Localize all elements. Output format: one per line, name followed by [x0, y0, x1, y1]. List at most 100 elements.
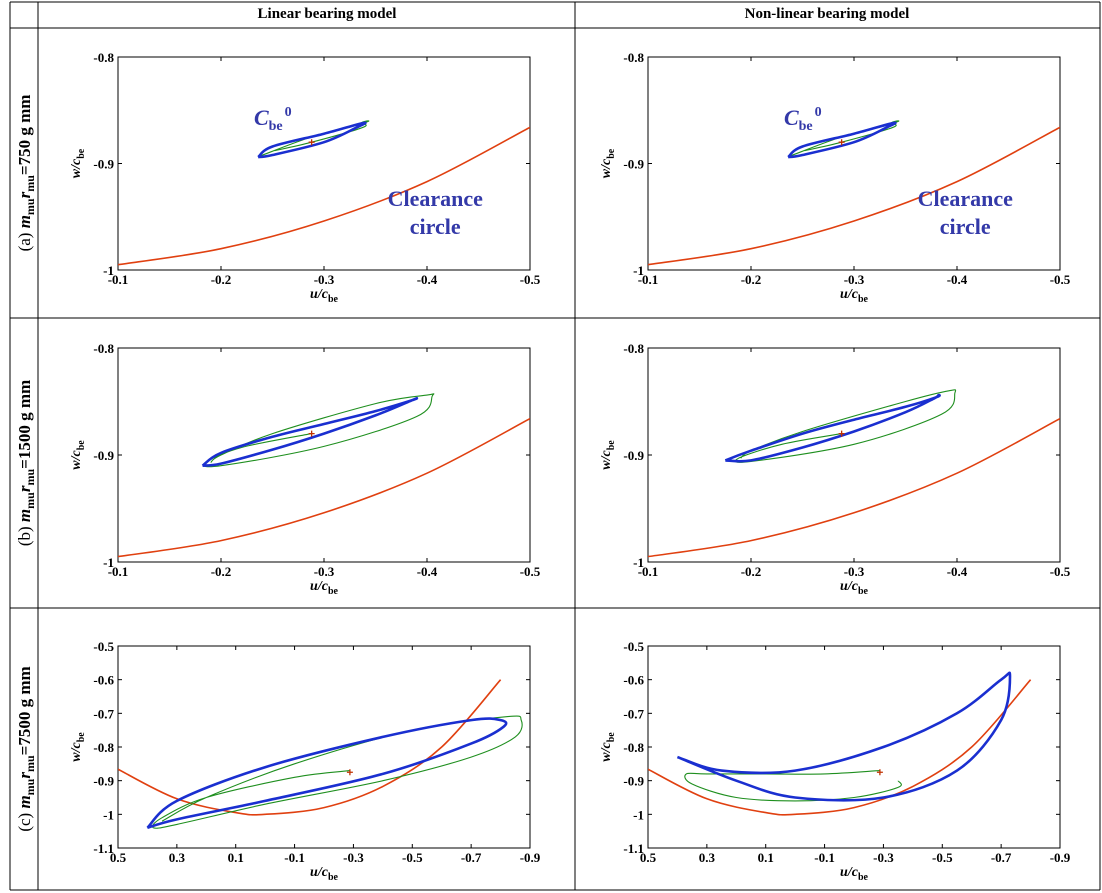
plot-a-linear: -0.1 -0.2 -0.3 -0.4 -0.5 -0.8 -0.9 -1 u/cbe w/cbe… [69, 50, 541, 305]
center-marker [308, 139, 315, 146]
axes-box [647, 56, 1061, 271]
plots: -0.1 -0.2 -0.3 -0.4 -0.5 -0.8 -0.9 -1 u/cbe w/cbe… [69, 50, 1071, 883]
x-tick-label: -0.4 [417, 272, 438, 287]
y-tick-label: -0.8 [623, 50, 644, 65]
x-tick-label: -0.2 [741, 272, 762, 287]
orbit-blue [257, 121, 367, 159]
plot-c-nonlinear: 0.5 0.3 0.1 -0.1 -0.3 -0.5 -0.7 -0.9 -0.5 -0.6 -0.… [599, 639, 1071, 883]
series-group [118, 120, 530, 266]
x-tick-label: -0.1 [638, 564, 659, 579]
x-tick-label: 0.3 [699, 850, 716, 865]
x-axis-label: u/cbe [310, 287, 338, 305]
orbit-blue [146, 717, 508, 830]
symbol-m: m [15, 215, 34, 228]
symbol-r: r [15, 191, 34, 198]
symbol-m-sub: mu [23, 492, 37, 509]
clearance-curve [118, 679, 502, 816]
y-tick-label: -1 [103, 263, 114, 278]
series-group [648, 671, 1032, 816]
x-tick-label: 0.3 [169, 850, 186, 865]
orbit-blue [787, 121, 897, 159]
symbol-m-sub: mu [23, 198, 37, 215]
y-tick-label: -0.9 [623, 157, 644, 172]
x-tick-label: -0.5 [402, 850, 423, 865]
clearance-label-line1: Clearance [918, 186, 1014, 211]
series-group [648, 120, 1060, 266]
clearance-curve [118, 126, 530, 266]
x-tick-label: -0.1 [284, 850, 305, 865]
x-tick-label: -0.1 [108, 272, 129, 287]
symbol-r-sub: mu [23, 755, 37, 772]
plot-c-linear: 0.5 0.3 0.1 -0.1 -0.3 -0.5 -0.7 -0.9 -0.5 -0.6 -0.… [69, 639, 541, 883]
orbit-green [684, 770, 902, 802]
x-tick-label: -0.4 [947, 564, 968, 579]
x-axis-label: u/cbe [310, 865, 338, 883]
symbol-r-sub: mu [23, 175, 37, 192]
axes-box [117, 56, 531, 271]
symbol-r: r [15, 485, 34, 492]
y-tick-label: -0.9 [93, 774, 114, 789]
orbit-label: Cbe0 [254, 105, 292, 134]
x-tick-label: -0.1 [108, 564, 129, 579]
center-marker [838, 139, 845, 146]
y-tick-label: -0.9 [93, 448, 114, 463]
x-tick-label: 0.1 [758, 850, 774, 865]
x-tick-label: -0.9 [520, 850, 541, 865]
orbit-blue [676, 671, 1012, 802]
row-value: =1500 g mm [15, 380, 34, 469]
symbol-r-sub: mu [23, 469, 37, 486]
x-tick-label: -0.5 [1050, 272, 1071, 287]
clearance-label-line2: circle [410, 214, 461, 239]
y-tick-label: -1.1 [623, 841, 644, 856]
x-tick-label: 0.5 [110, 850, 127, 865]
y-tick-label: -0.8 [623, 341, 644, 356]
clearance-curve [648, 679, 1032, 816]
y-axis-label: w/cbe [599, 148, 617, 178]
y-tick-label: -1 [633, 555, 644, 570]
orbit-green [151, 715, 523, 829]
y-tick-label: -1 [633, 263, 644, 278]
col-header-linear: Linear bearing model [258, 6, 397, 22]
clearance-curve [118, 417, 530, 558]
table-grid [9, 1, 1101, 891]
x-tick-label: -0.4 [947, 272, 968, 287]
x-tick-label: -0.3 [844, 564, 865, 579]
row-value: =7500 g mm [15, 666, 34, 755]
symbol-m-sub: mu [23, 778, 37, 795]
row-headers: (a) mmurmu=750 g mm(b) mmurmu=1500 g mm(… [15, 95, 37, 832]
row-header: (c) mmurmu=7500 g mm [15, 666, 37, 831]
x-tick-label: 0.5 [640, 850, 657, 865]
y-axis-label: w/cbe [69, 440, 87, 470]
row-header: (a) mmurmu=750 g mm [15, 95, 37, 252]
y-tick-label: -1 [103, 555, 114, 570]
symbol-m: m [15, 795, 34, 808]
x-tick-label: -0.5 [1050, 564, 1071, 579]
y-tick-label: -0.7 [93, 706, 114, 721]
orbit-blue [724, 393, 941, 463]
y-tick-label: -0.9 [623, 448, 644, 463]
orbit-green [734, 389, 957, 463]
clearance-curve [648, 417, 1060, 558]
col-header-nonlinear: Non-linear bearing model [745, 6, 910, 22]
series-group [118, 393, 530, 558]
center-marker [876, 769, 883, 776]
x-tick-label: -0.2 [211, 564, 232, 579]
row-value: =750 g mm [15, 95, 34, 176]
x-tick-label: -0.3 [343, 850, 364, 865]
x-axis-label: u/cbe [840, 865, 868, 883]
x-tick-label: -0.7 [991, 850, 1012, 865]
y-tick-label: -0.5 [93, 639, 114, 654]
y-tick-label: -0.8 [93, 50, 114, 65]
x-tick-label: -0.5 [520, 272, 541, 287]
clearance-label-line2: circle [940, 214, 991, 239]
plot-b-nonlinear: -0.1 -0.2 -0.3 -0.4 -0.5 -0.8 -0.9 -1 u/cbe w/cbe [599, 341, 1071, 597]
center-marker [346, 769, 353, 776]
orbit-label: Cbe0 [784, 105, 822, 134]
x-axis-label: u/cbe [840, 287, 868, 305]
y-axis-label: w/cbe [599, 732, 617, 762]
y-tick-label: -0.6 [93, 673, 114, 688]
y-tick-label: -0.8 [93, 341, 114, 356]
y-axis-label: w/cbe [69, 148, 87, 178]
symbol-r: r [15, 772, 34, 779]
